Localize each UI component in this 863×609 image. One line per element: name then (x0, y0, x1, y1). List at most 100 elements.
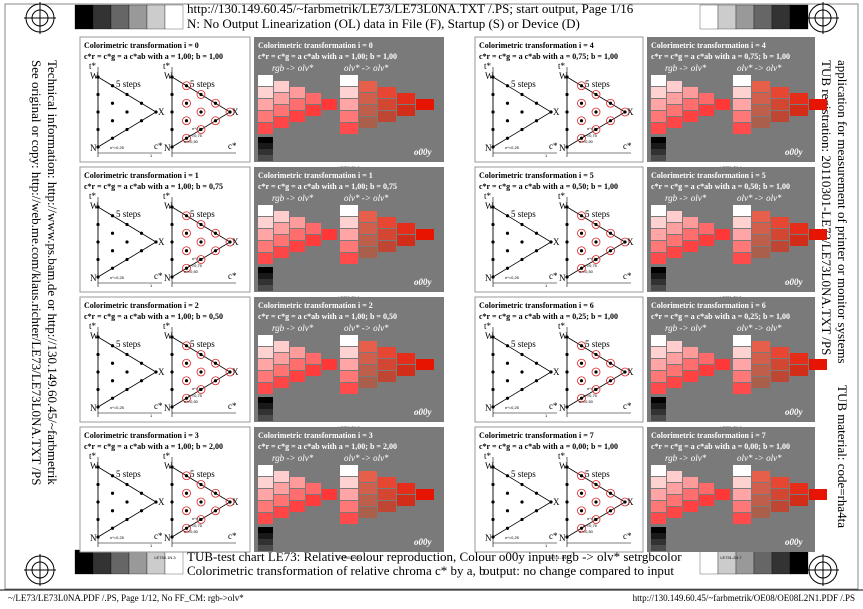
node (534, 249, 539, 253)
cell (340, 75, 358, 86)
node (491, 127, 495, 132)
node (184, 526, 189, 530)
cell (733, 489, 751, 500)
cell (651, 545, 666, 551)
label: W (90, 461, 99, 471)
node (505, 396, 510, 400)
cell (258, 409, 273, 415)
cell (290, 347, 305, 358)
cell (733, 347, 751, 358)
cell (752, 471, 770, 482)
label: t* (89, 191, 97, 201)
node (125, 482, 129, 487)
cell (258, 253, 273, 264)
cell (771, 501, 789, 512)
cell (258, 415, 273, 421)
label: n*=0,25 (110, 535, 125, 540)
cell (771, 111, 789, 122)
node (505, 379, 510, 383)
label: n*=0,50 (184, 529, 199, 534)
node (110, 119, 115, 123)
cell (258, 347, 273, 358)
cell (651, 111, 666, 122)
label: c* (623, 141, 632, 151)
node (520, 222, 524, 227)
cell (651, 253, 666, 264)
table-head: olv* -> olv* (737, 193, 782, 203)
label: n*=1 (587, 386, 596, 391)
cell (340, 489, 358, 500)
cell (667, 365, 682, 376)
cell (771, 489, 789, 500)
node (110, 509, 115, 513)
cell (340, 111, 358, 122)
cell (651, 149, 666, 155)
label: c* (623, 531, 632, 541)
node (491, 335, 495, 339)
swatch (110, 549, 130, 575)
node (184, 136, 189, 140)
cell (683, 477, 698, 488)
cell (683, 87, 698, 98)
cell (651, 285, 666, 291)
node (491, 205, 495, 209)
node (110, 526, 115, 530)
node (579, 344, 584, 348)
label: t* (89, 451, 97, 461)
panel-formula: c*r = c*g = a c*ab with a = 0,25; b = 1,… (479, 312, 618, 321)
panel-title: Colorimetric transformation i = 0 (84, 41, 199, 50)
cell (274, 365, 289, 376)
panel-title: Colorimetric transformation i = 0 (258, 41, 373, 50)
label: n*=0,75 (188, 263, 203, 268)
node (623, 110, 627, 114)
cell (258, 143, 273, 149)
node (534, 231, 539, 235)
node-ring (182, 488, 191, 498)
label: 1 (545, 413, 548, 418)
node (491, 405, 495, 409)
node (139, 491, 144, 495)
cell (667, 81, 682, 92)
label: N (164, 403, 171, 413)
node-ring (591, 367, 601, 377)
node (565, 145, 569, 149)
cell (397, 223, 415, 234)
node (594, 127, 598, 132)
panel-title: Colorimetric transformation i = 6 (651, 301, 766, 310)
node-ring (620, 237, 630, 247)
node-ring (577, 471, 586, 481)
cell (306, 353, 321, 364)
node-ring (196, 90, 206, 99)
node (520, 387, 524, 392)
node (125, 500, 129, 504)
cell (651, 501, 666, 512)
label: W (90, 71, 99, 81)
node-ring (606, 246, 615, 256)
label: c* (623, 401, 632, 411)
label: 1 (150, 413, 153, 418)
node-ring (577, 506, 586, 516)
label: W (559, 201, 568, 211)
cell (416, 229, 434, 240)
label: t* (89, 61, 97, 71)
label: W (485, 201, 494, 211)
node-ring (211, 246, 220, 256)
cell (651, 137, 666, 143)
node-ring (196, 515, 206, 524)
panel-formula: c*r = c*g = a c*ab with a = 0,50; b = 1,… (479, 182, 618, 191)
label: c* (549, 531, 558, 541)
node (199, 517, 203, 522)
node (170, 127, 174, 132)
cell (322, 229, 337, 240)
cell (258, 273, 273, 279)
cell (340, 501, 358, 512)
node (96, 205, 100, 209)
node-ring (606, 228, 615, 238)
label: N (90, 403, 97, 413)
cell (651, 465, 666, 476)
cell (416, 359, 434, 370)
cell (359, 247, 377, 258)
label: X (553, 107, 560, 117)
node (565, 370, 569, 374)
cell (274, 93, 289, 104)
